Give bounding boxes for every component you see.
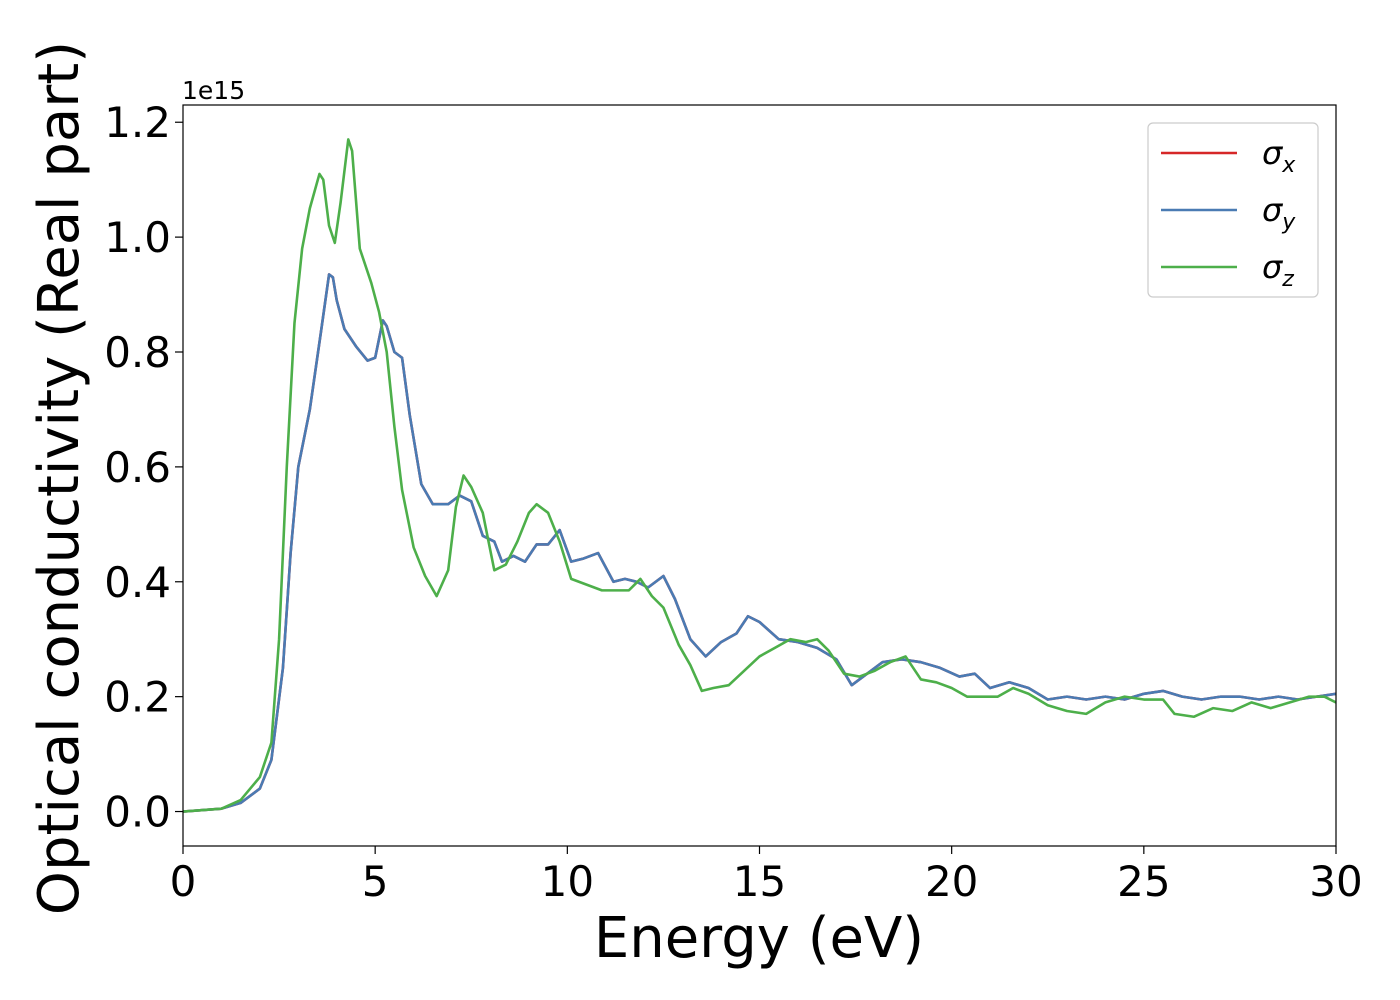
series-line-x	[183, 273, 1336, 813]
y-tick-label: 0.2	[104, 673, 171, 722]
legend-label-z: σz	[1262, 248, 1294, 292]
series-layer	[183, 138, 1336, 813]
x-tick-label: 25	[1117, 857, 1170, 906]
x-tick-label: 0	[170, 857, 197, 906]
legend-label-x: σx	[1262, 134, 1296, 178]
x-tick-label: 10	[541, 857, 594, 906]
x-tick-label: 5	[362, 857, 389, 906]
series-line-y	[183, 273, 1336, 813]
x-axis-label: Energy (eV)	[594, 906, 924, 971]
x-axis-ticks: 0 5 10 15 20 25 30	[170, 846, 1363, 906]
x-tick-label: 20	[925, 857, 978, 906]
y-axis-ticks: 0.0 0.2 0.4 0.6 0.8 1.0 1.2	[104, 98, 183, 837]
legend: σx σy σz	[1147, 122, 1319, 298]
y-axis-multiplier: 1e15	[182, 76, 245, 105]
series-line-z	[183, 138, 1336, 813]
legend-label-y: σy	[1262, 191, 1296, 235]
y-tick-label: 0.8	[104, 328, 171, 377]
x-tick-label: 30	[1309, 857, 1362, 906]
y-tick-label: 0.6	[104, 443, 171, 492]
x-tick-label: 15	[733, 857, 786, 906]
y-tick-label: 1.2	[104, 98, 171, 147]
y-axis-label: Optical conductivity (Real part)	[27, 41, 92, 915]
y-tick-label: 0.0	[104, 788, 171, 837]
y-tick-label: 1.0	[104, 213, 171, 262]
y-tick-label: 0.4	[104, 558, 171, 607]
